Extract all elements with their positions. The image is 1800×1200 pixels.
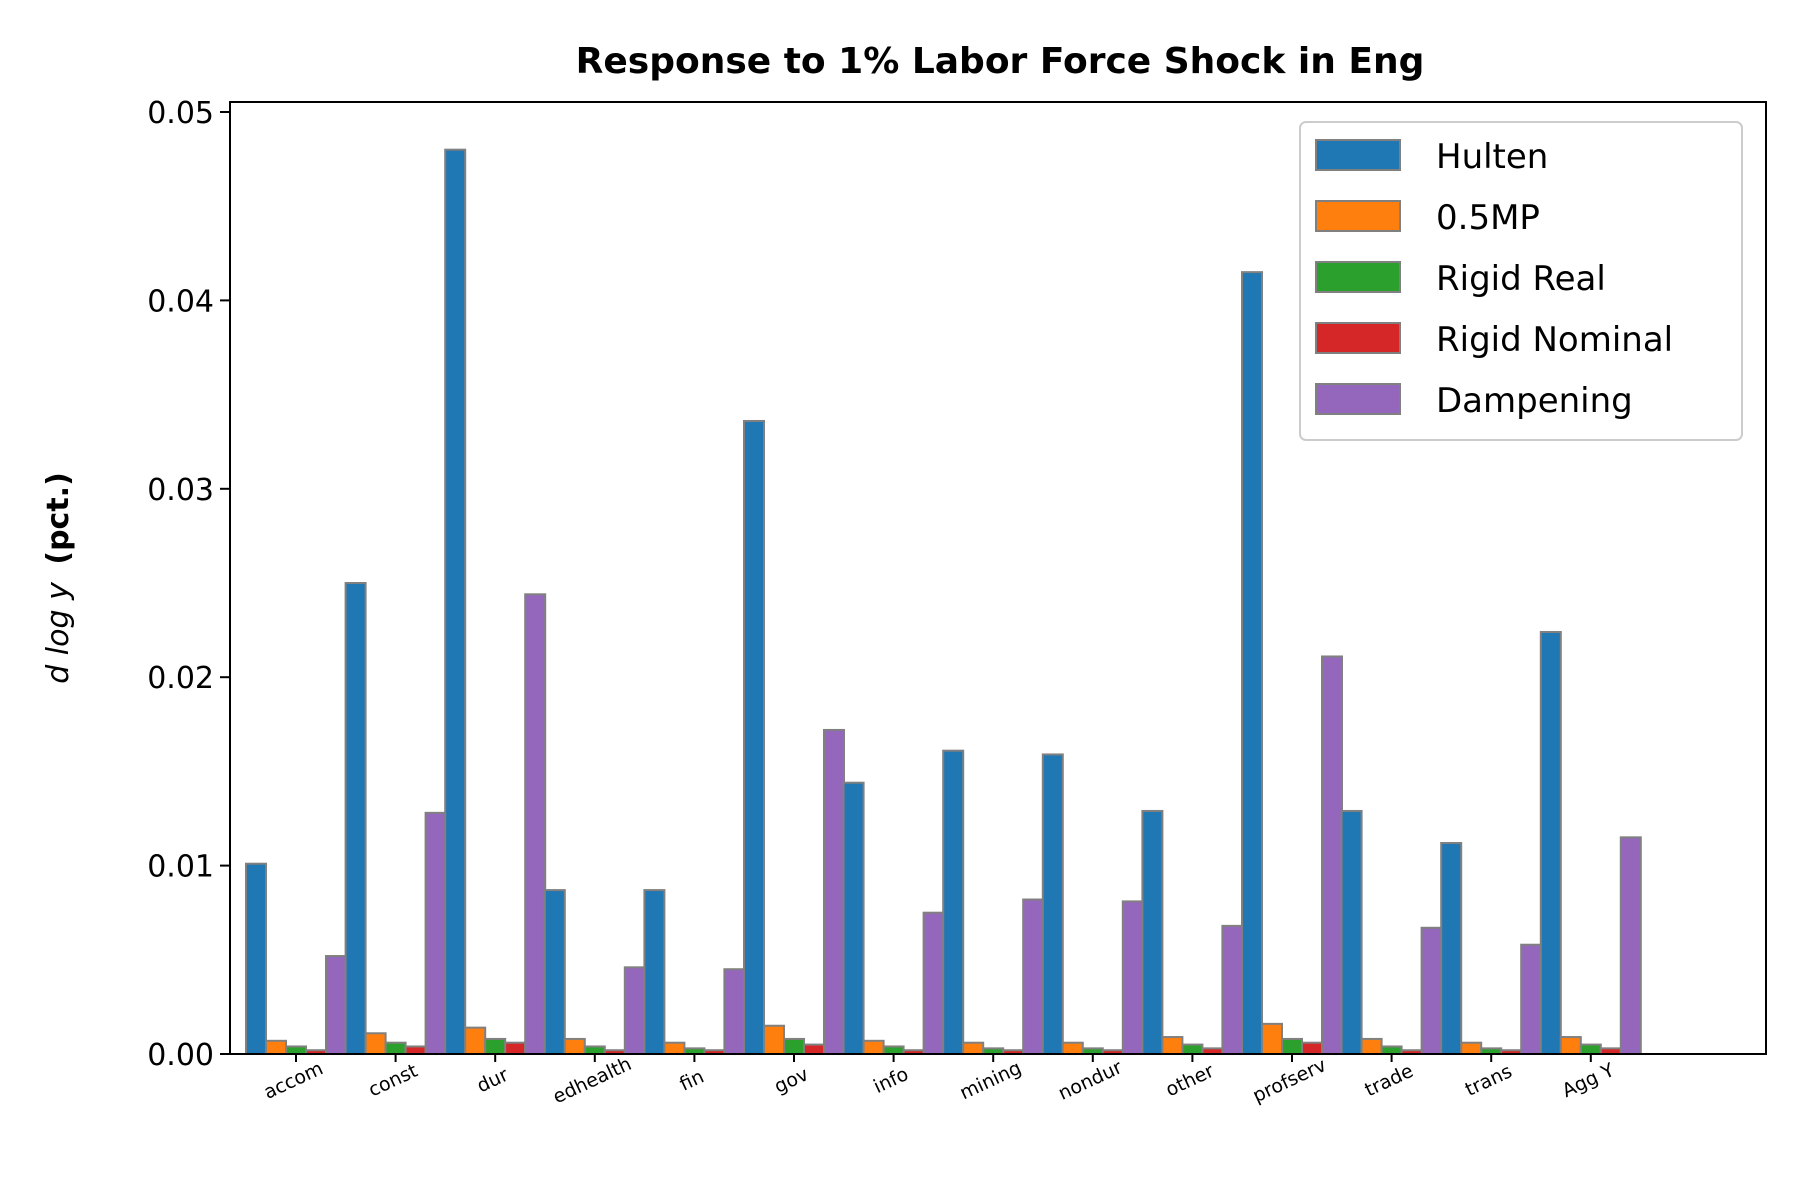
bar-rigid-nominal-dur xyxy=(504,1041,527,1056)
bar-0-5mp-edhealth xyxy=(563,1037,586,1055)
bar-hulten-fin xyxy=(643,889,666,1055)
y-tick-label: 0.02 xyxy=(147,661,214,696)
bar-hulten-dur xyxy=(444,148,467,1055)
x-tick-label: Agg Y xyxy=(1559,1059,1618,1102)
bar-0-5mp-trans xyxy=(1460,1041,1483,1056)
bar-hulten-nondur xyxy=(1041,753,1064,1055)
bar-hulten-trans xyxy=(1440,841,1463,1055)
y-axis-label: d log y (pct.) xyxy=(41,472,76,684)
x-tick-label: mining xyxy=(956,1057,1024,1105)
y-axis: 0.00 0.01 0.02 0.03 0.04 0.05 xyxy=(147,96,230,1073)
legend-swatch xyxy=(1315,200,1401,232)
bar-0-5mp-info xyxy=(862,1039,885,1056)
legend-label: 0.5MP xyxy=(1436,198,1540,238)
legend-label: Dampening xyxy=(1436,381,1633,421)
bar-dampening-gov xyxy=(823,728,845,1056)
bar-0-5mp-accom xyxy=(265,1039,287,1056)
bar-rigid-real-accom xyxy=(285,1045,307,1055)
legend-box xyxy=(1299,121,1743,441)
bar-0-5mp-dur xyxy=(464,1026,487,1056)
x-tick-label: other xyxy=(1162,1060,1217,1101)
x-tick-label: edhealth xyxy=(550,1053,635,1108)
bar-dampening-other xyxy=(1221,924,1244,1055)
legend-label: Hulten xyxy=(1436,137,1548,177)
x-tick-label: const xyxy=(365,1060,421,1102)
bar-dampening-trans xyxy=(1520,943,1543,1056)
bar-0-5mp-fin xyxy=(663,1041,686,1056)
y-axis-label-math: d log y xyxy=(41,581,76,684)
bar-rigid-real-dur xyxy=(484,1037,507,1055)
bar-hulten-agg-y xyxy=(1539,630,1562,1055)
x-tick-label: trade xyxy=(1361,1060,1416,1101)
bar-0-5mp-nondur xyxy=(1061,1041,1084,1056)
x-tick-label: profserv xyxy=(1249,1054,1329,1107)
bar-hulten-const xyxy=(344,582,367,1055)
chart-title: Response to 1% Labor Force Shock in Eng xyxy=(576,41,1425,82)
bar-rigid-nominal-const xyxy=(404,1045,427,1055)
bar-dampening-const xyxy=(424,811,447,1056)
x-tick-label: nondur xyxy=(1055,1056,1126,1105)
bar-dampening-dur xyxy=(524,593,547,1056)
bar-dampening-mining xyxy=(1022,898,1045,1056)
legend-swatch xyxy=(1315,261,1401,293)
y-tick-label: 0.05 xyxy=(147,96,214,131)
x-tick-label: trans xyxy=(1462,1060,1516,1101)
legend: Hulten 0.5MP Rigid Real Rigid Nominal Dampen… xyxy=(1299,121,1743,441)
bar-dampening-trade xyxy=(1420,926,1443,1055)
plot-area xyxy=(245,148,1642,1056)
bar-hulten-edhealth xyxy=(543,889,566,1055)
y-tick-label: 0.01 xyxy=(147,850,214,885)
bar-0-5mp-trade xyxy=(1360,1037,1383,1055)
legend-swatch xyxy=(1315,139,1401,171)
bar-dampening-agg-y xyxy=(1619,836,1642,1056)
bar-rigid-real-edhealth xyxy=(583,1045,606,1055)
bar-hulten-trade xyxy=(1340,809,1363,1055)
bar-rigid-real-trade xyxy=(1380,1045,1403,1055)
plot-frame xyxy=(229,101,1767,1055)
bar-0-5mp-profserv xyxy=(1261,1022,1283,1056)
x-tick-label: dur xyxy=(474,1064,512,1098)
bar-hulten-mining xyxy=(942,749,965,1056)
bar-0-5mp-gov xyxy=(763,1024,785,1055)
bar-rigid-real-gov xyxy=(783,1037,805,1055)
bar-0-5mp-const xyxy=(364,1032,387,1055)
legend-label: Rigid Nominal xyxy=(1436,320,1673,360)
x-tick-label: fin xyxy=(676,1066,707,1096)
bar-rigid-real-info xyxy=(882,1045,905,1055)
bar-hulten-gov xyxy=(743,419,765,1055)
bar-rigid-real-agg-y xyxy=(1579,1043,1602,1055)
bar-rigid-real-const xyxy=(384,1041,407,1056)
bar-0-5mp-other xyxy=(1161,1036,1184,1055)
y-axis-label-unit: (pct.) xyxy=(41,472,76,564)
bar-hulten-other xyxy=(1141,809,1164,1055)
bar-0-5mp-mining xyxy=(962,1041,985,1056)
bar-hulten-info xyxy=(842,781,865,1055)
legend-label: Rigid Real xyxy=(1436,259,1606,299)
bar-rigid-nominal-gov xyxy=(803,1043,825,1055)
bar-dampening-fin xyxy=(723,968,746,1055)
x-tick-label: gov xyxy=(771,1063,812,1098)
bar-dampening-profserv xyxy=(1321,655,1343,1055)
svg-text:d log y (pct.): d log y (pct.) xyxy=(41,472,76,684)
bar-rigid-real-other xyxy=(1181,1043,1204,1055)
bar-dampening-nondur xyxy=(1121,900,1144,1055)
bar-0-5mp-agg-y xyxy=(1559,1036,1582,1055)
y-tick-label: 0.03 xyxy=(147,473,214,508)
bar-dampening-edhealth xyxy=(623,966,646,1055)
bar-dampening-accom xyxy=(325,955,347,1055)
y-tick-label: 0.00 xyxy=(147,1038,214,1073)
x-tick-label: info xyxy=(870,1063,912,1098)
bar-rigid-real-profserv xyxy=(1281,1037,1303,1055)
legend-swatch xyxy=(1315,383,1401,415)
bar-hulten-profserv xyxy=(1241,271,1263,1055)
x-tick-label: accom xyxy=(260,1057,326,1103)
legend-swatch xyxy=(1315,322,1401,354)
bar-hulten-accom xyxy=(245,862,267,1055)
x-axis: accom const dur edhealth fin gov info mining non… xyxy=(260,1053,1618,1108)
y-tick-label: 0.04 xyxy=(147,284,214,319)
bar-rigid-nominal-profserv xyxy=(1301,1041,1323,1056)
bar-dampening-info xyxy=(922,911,945,1056)
